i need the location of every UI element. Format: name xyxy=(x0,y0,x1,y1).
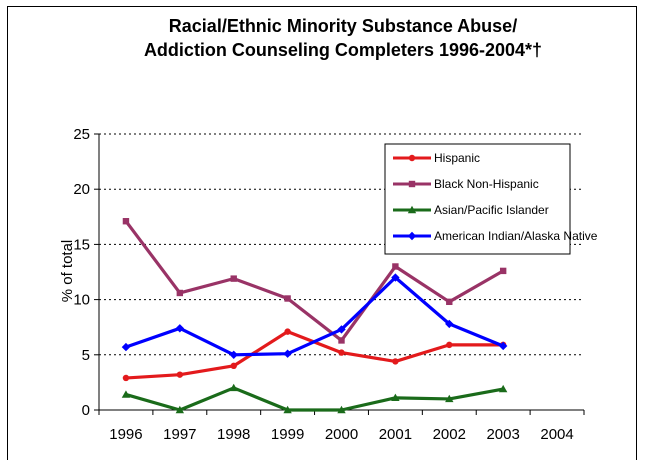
data-point xyxy=(230,362,237,370)
chart-frame xyxy=(7,6,637,460)
legend-marker xyxy=(407,231,417,241)
data-point xyxy=(392,263,399,270)
series-line xyxy=(125,386,504,412)
series-3 xyxy=(121,273,508,359)
x-tick-labels: 1996 1997 1998 1999 2000 2001 2002 2003 2004 xyxy=(109,426,573,443)
data-point xyxy=(121,342,131,352)
series-line xyxy=(124,220,504,343)
data-point xyxy=(446,341,453,349)
data-point xyxy=(337,405,346,414)
legend: Hispanic Black Non-Hispanic Asian/Pacific … xyxy=(384,143,598,255)
data-point xyxy=(229,383,238,392)
legend-label: Hispanic xyxy=(434,151,480,165)
data-point xyxy=(229,350,238,359)
x-tick-label: 2004 xyxy=(540,426,573,443)
data-point xyxy=(445,319,454,329)
y-tick-labels: 0 5 10 15 20 25 xyxy=(73,126,90,419)
data-point xyxy=(283,405,292,414)
x-tick-label: 1998 xyxy=(217,426,250,443)
data-point xyxy=(122,374,130,382)
chart-title-line-2: Addiction Counseling Completers 1996-200… xyxy=(144,40,542,60)
legend-marker xyxy=(408,154,416,162)
data-point xyxy=(392,358,399,365)
gridlines xyxy=(99,133,584,356)
data-point xyxy=(176,289,184,297)
data-point xyxy=(498,341,508,351)
legend-label: Asian/Pacific Islander xyxy=(434,203,549,217)
data-point xyxy=(391,273,400,282)
series-2 xyxy=(121,383,508,414)
data-point xyxy=(230,275,237,282)
y-tick-label: 0 xyxy=(82,402,90,419)
data-point xyxy=(337,325,346,334)
data-point xyxy=(176,371,184,378)
legend-marker xyxy=(407,205,417,214)
series-group xyxy=(121,218,508,414)
legend-marker xyxy=(408,180,416,188)
x-tick-label: 2002 xyxy=(433,426,466,443)
x-tick-label: 1996 xyxy=(109,426,142,443)
data-point xyxy=(391,393,400,402)
x-tick-label: 1999 xyxy=(271,426,304,443)
y-axis-label: % of total xyxy=(59,240,76,303)
x-tick-label: 1997 xyxy=(163,426,196,443)
y-tick-label: 10 xyxy=(73,292,90,309)
x-tick-label: 2000 xyxy=(325,426,358,443)
data-point xyxy=(498,384,508,393)
y-tick-label: 20 xyxy=(73,181,90,198)
y-tick-label: 25 xyxy=(73,126,90,143)
chart-title-line-1: Racial/Ethnic Minority Substance Abuse/ xyxy=(169,16,517,36)
data-point xyxy=(175,324,185,333)
data-point xyxy=(175,405,185,414)
data-point xyxy=(121,390,131,398)
x-tick-label: 2001 xyxy=(379,426,412,443)
data-point xyxy=(284,328,291,335)
legend-label: American Indian/Alaska Native xyxy=(434,229,598,243)
data-point xyxy=(338,349,345,356)
series-1 xyxy=(122,218,507,344)
data-point xyxy=(283,349,292,358)
data-point xyxy=(122,218,130,225)
legend-label: Black Non-Hispanic xyxy=(434,177,539,191)
data-point xyxy=(446,298,453,306)
data-point xyxy=(499,267,507,275)
y-tick-label: 15 xyxy=(73,236,90,253)
data-point xyxy=(284,295,291,302)
series-line xyxy=(125,275,504,357)
data-point xyxy=(445,394,454,403)
x-tick-label: 2003 xyxy=(486,426,519,443)
y-tick-label: 5 xyxy=(82,347,90,364)
data-point xyxy=(338,337,345,344)
